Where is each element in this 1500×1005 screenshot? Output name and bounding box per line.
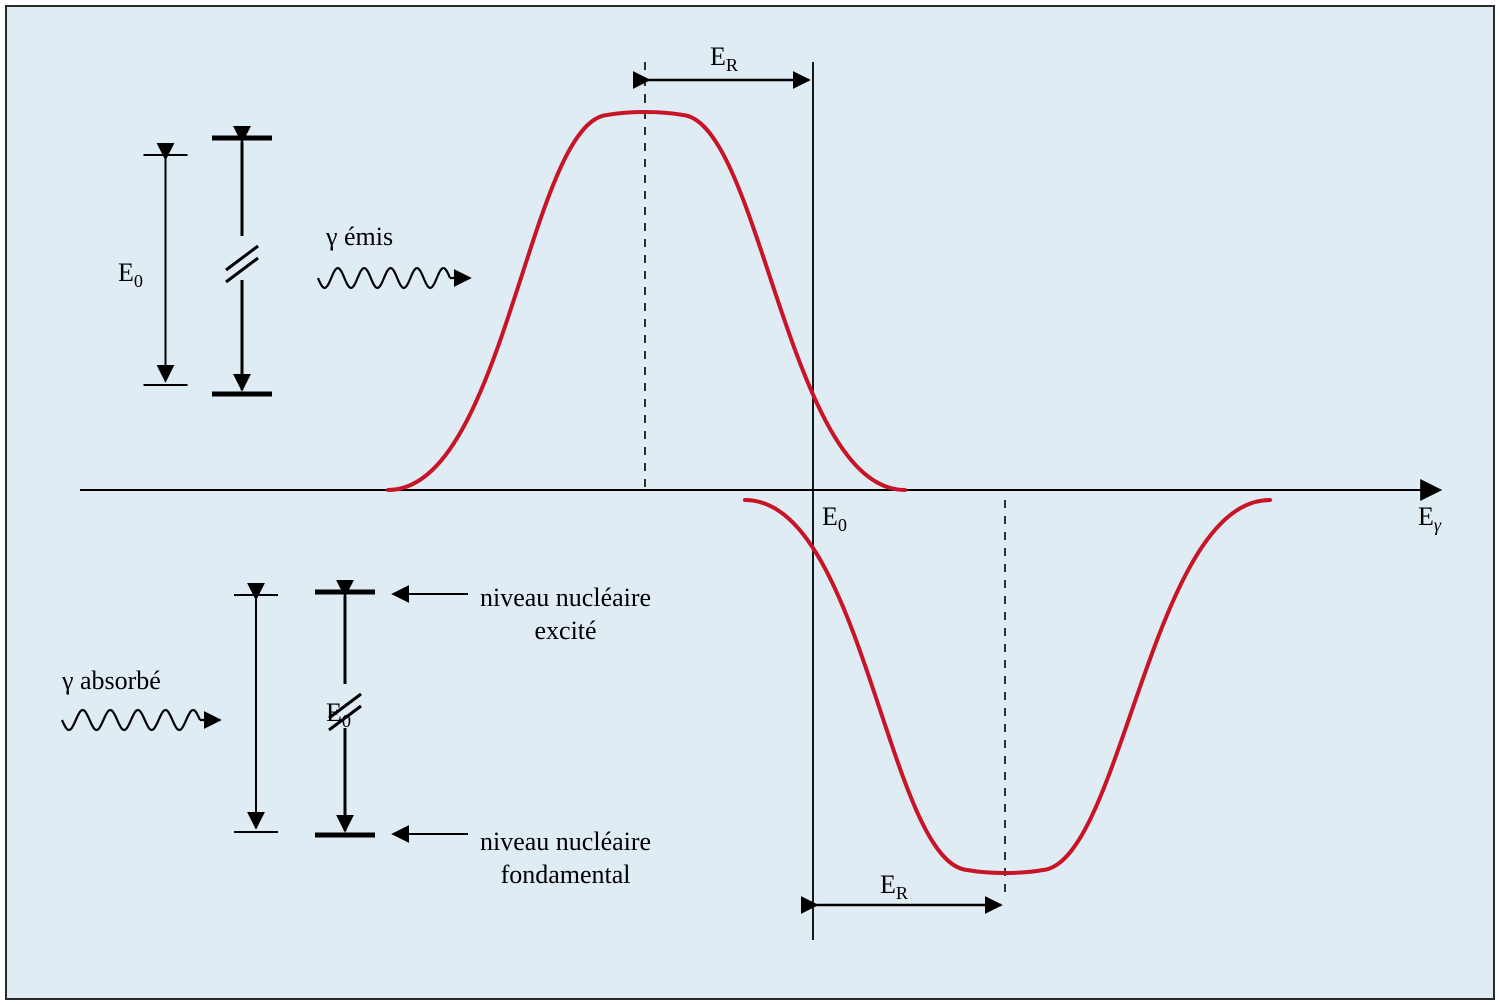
label-e0-lower-left: E0 xyxy=(326,698,351,732)
label-e0-axis: E0 xyxy=(822,502,847,536)
label-gamma-emis: γ émis xyxy=(326,222,393,252)
label-gamma-abs: γ absorbé xyxy=(62,666,161,696)
label-er-bottom: ER xyxy=(880,870,908,904)
label-er-top: ER xyxy=(710,42,738,76)
diagram-svg xyxy=(0,0,1500,1005)
label-e0-upper-left: E0 xyxy=(118,258,143,292)
diagram-canvas: ER ER E0 E0 γ émis γ absorbé niveau nucl… xyxy=(0,0,1500,1005)
label-niveau-excite: niveau nucléaire excité xyxy=(480,582,651,647)
label-niveau-fondamental: niveau nucléaire fondamental xyxy=(480,826,651,891)
label-egamma-axis: Eγ xyxy=(1418,502,1441,536)
